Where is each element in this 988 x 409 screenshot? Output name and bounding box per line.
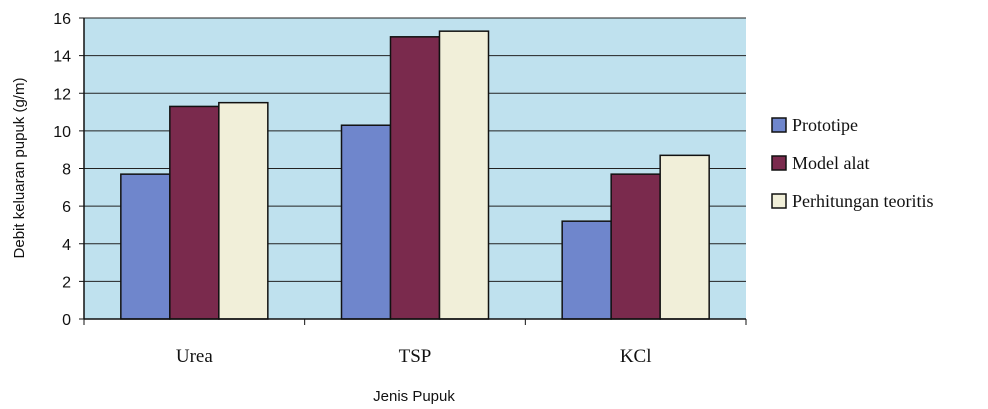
x-axis-title: Jenis Pupuk (373, 388, 455, 405)
y-tick-label: 8 (62, 162, 71, 179)
bar-model-alat-tsp (389, 36, 441, 320)
y-tick-label: 0 (62, 312, 71, 329)
y-tick-label: 14 (53, 49, 71, 66)
y-tick-label: 16 (53, 11, 71, 28)
legend-label: Prototipe (792, 115, 858, 135)
legend-label: Model alat (792, 153, 869, 173)
y-tick-label: 4 (62, 237, 71, 254)
x-tick-label: KCl (620, 346, 652, 367)
bar-perhitungan-teoritis-urea (218, 101, 269, 320)
bar-prototipe-urea (120, 173, 171, 320)
bar-prototipe-tsp (340, 124, 392, 320)
x-tick-label: Urea (176, 346, 213, 367)
legend-swatch (771, 155, 787, 171)
bar-model-alat-urea (169, 105, 220, 320)
bar-prototipe-kcl (561, 220, 612, 320)
legend-label: Perhitungan teoritis (792, 191, 933, 211)
y-axis-title: Debit keluaran pupuk (g/m) (11, 78, 28, 259)
legend-swatch (771, 193, 787, 209)
legend: Prototipe Model alat Perhitungan teoritis (771, 115, 933, 211)
y-tick-labels: 0 2 4 6 8 10 12 14 16 (53, 11, 84, 329)
legend-swatch (771, 117, 787, 133)
y-tick-label: 12 (53, 86, 71, 103)
bar-model-alat-kcl (610, 173, 661, 320)
y-tick-label: 2 (62, 274, 71, 291)
bar-perhitungan-teoritis-tsp (438, 30, 490, 320)
y-tick-label: 6 (62, 199, 71, 216)
bars (120, 30, 710, 320)
bar-perhitungan-teoritis-kcl (659, 154, 710, 320)
x-tick-label: TSP (399, 346, 432, 367)
y-tick-label: 10 (53, 124, 71, 141)
x-tick-labels: Urea TSP KCl (176, 346, 652, 367)
